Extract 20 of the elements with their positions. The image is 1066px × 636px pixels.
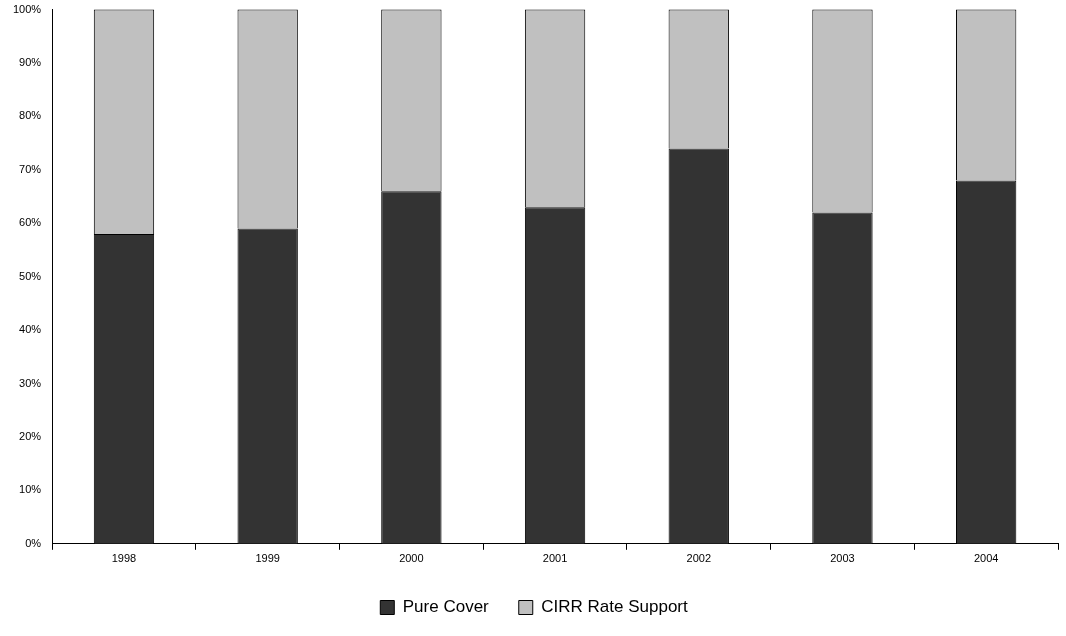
y-tick-label: 100% bbox=[12, 2, 42, 15]
x-tick-label: 2004 bbox=[973, 552, 999, 565]
x-tick-label: 1998 bbox=[111, 552, 137, 565]
y-tick-label: 50% bbox=[19, 269, 42, 282]
y-tick-label: 0% bbox=[25, 536, 42, 549]
legend-label: CIRR Rate Support bbox=[541, 597, 688, 617]
y-tick-label: 80% bbox=[19, 109, 42, 122]
y-tick-label: 70% bbox=[19, 162, 42, 175]
y-tick-label: 60% bbox=[19, 216, 42, 229]
x-tick-label: 2003 bbox=[830, 552, 855, 565]
y-tick-label: 10% bbox=[19, 483, 42, 496]
y-tick-label: 40% bbox=[19, 323, 42, 336]
x-tick-label: 2002 bbox=[686, 552, 711, 565]
y-tick-label: 90% bbox=[19, 56, 42, 69]
x-tick-label: 2001 bbox=[542, 552, 568, 565]
legend-label: Pure Cover bbox=[402, 597, 490, 617]
x-tick-label: 2000 bbox=[399, 552, 424, 565]
y-tick-label: 30% bbox=[19, 376, 42, 389]
y-tick-label: 20% bbox=[19, 429, 42, 442]
x-tick-label: 1999 bbox=[255, 552, 280, 565]
